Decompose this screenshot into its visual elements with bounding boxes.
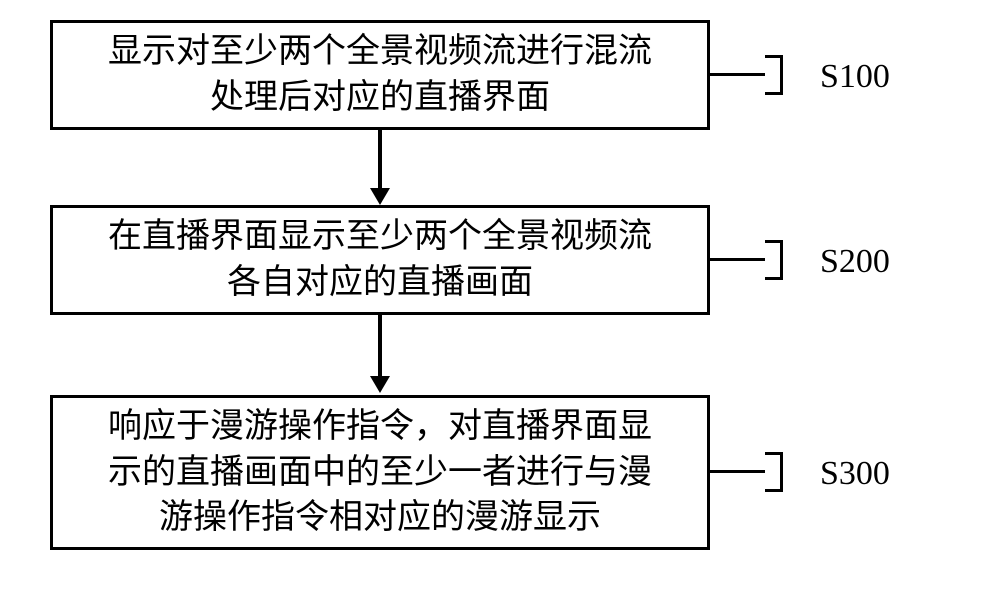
step-label-s100: S100 — [820, 58, 890, 96]
connector-brace-s100 — [765, 55, 783, 95]
step-label-s300: S300 — [820, 455, 890, 493]
arrow-line-1 — [378, 130, 382, 190]
connector-line-s300 — [710, 470, 765, 473]
arrow-head-1 — [370, 188, 390, 205]
connector-line-s100 — [710, 73, 765, 76]
step-text-s100: 显示对至少两个全景视频流进行混流 处理后对应的直播界面 — [108, 29, 652, 121]
step-box-s300: 响应于漫游操作指令，对直播界面显 示的直播画面中的至少一者进行与漫 游操作指令相… — [50, 395, 710, 550]
step-text-s300: 响应于漫游操作指令，对直播界面显 示的直播画面中的至少一者进行与漫 游操作指令相… — [108, 404, 652, 542]
step-box-s200: 在直播界面显示至少两个全景视频流 各自对应的直播画面 — [50, 205, 710, 315]
arrow-line-2 — [378, 315, 382, 378]
step-label-s200: S200 — [820, 243, 890, 281]
step-text-s200: 在直播界面显示至少两个全景视频流 各自对应的直播画面 — [108, 214, 652, 306]
connector-brace-s200 — [765, 240, 783, 280]
connector-line-s200 — [710, 258, 765, 261]
flowchart-container: 显示对至少两个全景视频流进行混流 处理后对应的直播界面 S100 在直播界面显示… — [0, 0, 1000, 607]
step-box-s100: 显示对至少两个全景视频流进行混流 处理后对应的直播界面 — [50, 20, 710, 130]
connector-brace-s300 — [765, 452, 783, 492]
arrow-head-2 — [370, 376, 390, 393]
